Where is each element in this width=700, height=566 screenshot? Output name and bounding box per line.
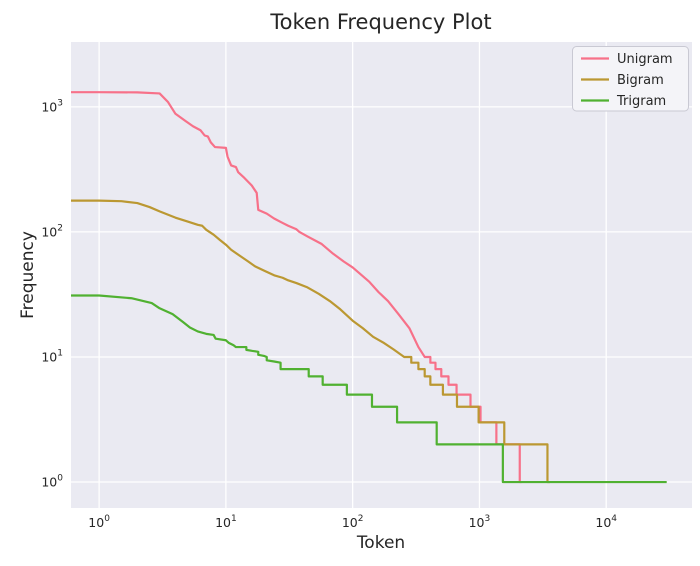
x-axis-label: Token: [356, 533, 405, 553]
x-tick-label-10e1: 101: [215, 514, 237, 530]
y-tick-label-10e0: 100: [41, 474, 63, 490]
trigram-line: [71, 294, 667, 484]
chart-title: Token Frequency Plot: [269, 10, 491, 34]
legend-label-bigram: Bigram: [617, 73, 664, 88]
y-axis-label: Frequency: [18, 231, 38, 319]
y-tick-label-10e2: 102: [41, 223, 63, 239]
y-tick-label-10e1: 101: [41, 348, 63, 364]
unigram-line: [71, 91, 522, 484]
legend-label-trigram: Trigram: [616, 94, 666, 109]
plot-group: [71, 42, 692, 508]
x-tick-label-10e0: 100: [88, 514, 110, 530]
legend-label-unigram: Unigram: [617, 52, 673, 67]
bigram-line: [71, 199, 550, 484]
legend-box: [572, 46, 689, 112]
y-tick-label-10e3: 103: [41, 98, 63, 114]
plot-area: [71, 42, 692, 508]
tick-labels-group: 100 101 102 103 104 100 101 102 103: [41, 98, 617, 530]
x-tick-label-10e3: 103: [469, 514, 491, 530]
x-tick-label-10e4: 104: [595, 514, 617, 530]
x-tick-label-10e2: 102: [342, 514, 364, 530]
legend: Unigram Bigram Trigram: [572, 46, 689, 112]
